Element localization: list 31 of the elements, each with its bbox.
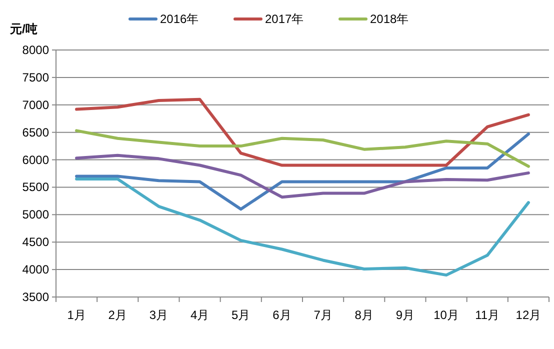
line-series [75, 177, 530, 277]
y-tick-label: 4500 [22, 235, 50, 250]
x-tick-label: 1月 [67, 308, 86, 322]
y-tick-label: 3500 [22, 290, 50, 304]
line-series [75, 129, 530, 168]
y-tick-label: 7500 [22, 70, 50, 84]
x-tick-label: 9月 [396, 308, 415, 322]
y-tick-label: 6500 [22, 125, 50, 140]
x-tick-label: 5月 [232, 308, 250, 322]
line-series [75, 98, 530, 167]
legend-label: 2017年 [265, 12, 304, 26]
x-tick-label: 3月 [149, 308, 168, 322]
x-tick-label: 10月 [434, 308, 459, 322]
y-tick-label: 8000 [22, 43, 50, 57]
line-series [75, 132, 530, 211]
x-tick-label: 2月 [108, 308, 127, 322]
y-axis-title: 元/吨 [9, 22, 38, 36]
y-tick-label: 5000 [22, 208, 50, 222]
x-tick-label: 7月 [314, 308, 332, 322]
x-tick-label: 8月 [354, 308, 374, 322]
x-tick-label: 12月 [516, 308, 542, 322]
x-tick-label: 4月 [190, 308, 210, 322]
line-series [75, 154, 530, 199]
x-tick-label: 6月 [272, 308, 292, 322]
x-tick-label: 11月 [475, 308, 500, 322]
y-tick-label: 6000 [22, 152, 50, 167]
y-tick-label: 4000 [22, 262, 50, 277]
legend-label: 2016年 [160, 12, 199, 26]
legend-label: 2018年 [370, 12, 409, 26]
y-tick-label: 5500 [22, 180, 50, 194]
y-tick-label: 7000 [22, 98, 50, 112]
